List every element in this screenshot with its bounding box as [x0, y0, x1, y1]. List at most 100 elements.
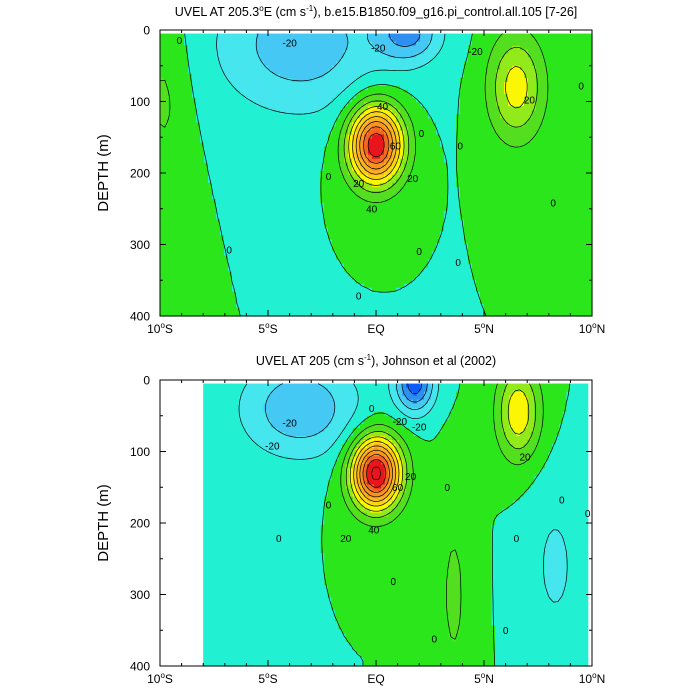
field-cell	[412, 150, 417, 156]
field-cell	[172, 203, 177, 208]
field-cell	[160, 199, 165, 204]
field-cell	[412, 231, 417, 236]
field-cell	[164, 211, 169, 216]
field-cell	[384, 158, 389, 164]
field-cell	[256, 287, 261, 293]
field-cell	[308, 106, 313, 111]
field-cell	[356, 223, 361, 228]
field-cell	[284, 223, 289, 228]
field-cell	[252, 134, 257, 140]
field-cell	[260, 283, 265, 289]
field-cell	[384, 207, 389, 212]
field-cell	[244, 203, 249, 208]
field-cell	[192, 90, 197, 95]
field-cell	[236, 162, 241, 168]
field-cell	[344, 69, 349, 75]
field-cell	[172, 223, 177, 228]
field-cell	[440, 291, 445, 297]
field-cell	[228, 114, 233, 119]
field-cell	[368, 94, 373, 99]
field-cell	[372, 57, 377, 63]
field-cell	[204, 134, 209, 140]
field-cell	[188, 77, 193, 83]
field-cell	[268, 166, 273, 172]
field-cell	[344, 215, 349, 220]
field-cell	[336, 247, 341, 253]
field-cell	[288, 207, 293, 212]
field-cell	[396, 102, 401, 107]
field-cell	[348, 33, 353, 39]
field-cell	[300, 247, 305, 253]
field-cell	[196, 114, 201, 119]
field-cell	[300, 90, 305, 95]
field-cell	[416, 178, 421, 184]
field-cell	[260, 199, 265, 204]
field-cell	[204, 186, 209, 192]
field-cell	[248, 247, 253, 253]
field-cell	[168, 186, 173, 192]
field-cell	[292, 190, 297, 196]
field-cell	[308, 61, 313, 67]
field-cell	[364, 49, 369, 55]
field-cell	[280, 33, 285, 39]
field-cell	[348, 283, 353, 289]
field-cell	[192, 130, 197, 136]
field-cell	[380, 239, 385, 244]
field-cell	[368, 53, 373, 59]
field-cell	[180, 178, 185, 184]
field-cell	[300, 199, 305, 204]
field-cell	[188, 94, 193, 99]
field-cell	[204, 211, 209, 216]
field-cell	[320, 215, 325, 220]
field-cell	[264, 267, 269, 273]
field-cell	[396, 227, 401, 232]
field-cell	[348, 311, 353, 317]
field-cell	[316, 182, 321, 188]
field-cell	[160, 33, 165, 39]
field-cell	[164, 98, 169, 103]
field-cell	[336, 223, 341, 228]
field-cell	[320, 194, 325, 200]
field-cell	[260, 126, 265, 131]
field-cell	[320, 150, 325, 156]
field-cell	[324, 86, 329, 91]
field-cell	[256, 219, 261, 224]
field-cell	[340, 299, 345, 305]
field-cell	[308, 311, 313, 317]
field-cell	[420, 45, 425, 51]
field-cell	[176, 239, 181, 244]
field-cell	[320, 122, 325, 127]
field-cell	[336, 49, 341, 55]
field-cell	[268, 295, 273, 301]
field-cell	[232, 142, 237, 148]
field-cell	[432, 170, 437, 176]
field-cell	[420, 311, 425, 317]
field-cell	[432, 203, 437, 208]
field-cell	[384, 138, 389, 144]
field-cell	[160, 122, 165, 127]
field-cell	[408, 190, 413, 196]
field-cell	[232, 53, 237, 59]
field-cell	[268, 114, 273, 119]
field-cell	[208, 295, 213, 301]
field-cell	[392, 69, 397, 75]
field-cell	[180, 81, 185, 87]
field-cell	[264, 231, 269, 236]
field-cell	[216, 307, 221, 313]
field-cell	[412, 57, 417, 63]
field-cell	[220, 90, 225, 95]
field-cell	[404, 53, 409, 59]
field-cell	[352, 259, 357, 265]
field-cell	[432, 126, 437, 131]
field-cell	[336, 134, 341, 140]
field-cell	[236, 303, 241, 309]
field-cell	[200, 243, 205, 249]
field-cell	[404, 235, 409, 240]
field-cell	[308, 243, 313, 249]
field-cell	[212, 49, 217, 55]
field-cell	[200, 307, 205, 313]
field-cell	[184, 263, 189, 269]
field-cell	[440, 259, 445, 265]
field-cell	[288, 271, 293, 277]
field-cell	[168, 311, 173, 317]
